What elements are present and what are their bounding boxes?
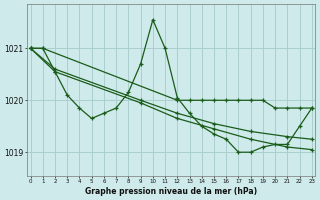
X-axis label: Graphe pression niveau de la mer (hPa): Graphe pression niveau de la mer (hPa) <box>85 187 257 196</box>
